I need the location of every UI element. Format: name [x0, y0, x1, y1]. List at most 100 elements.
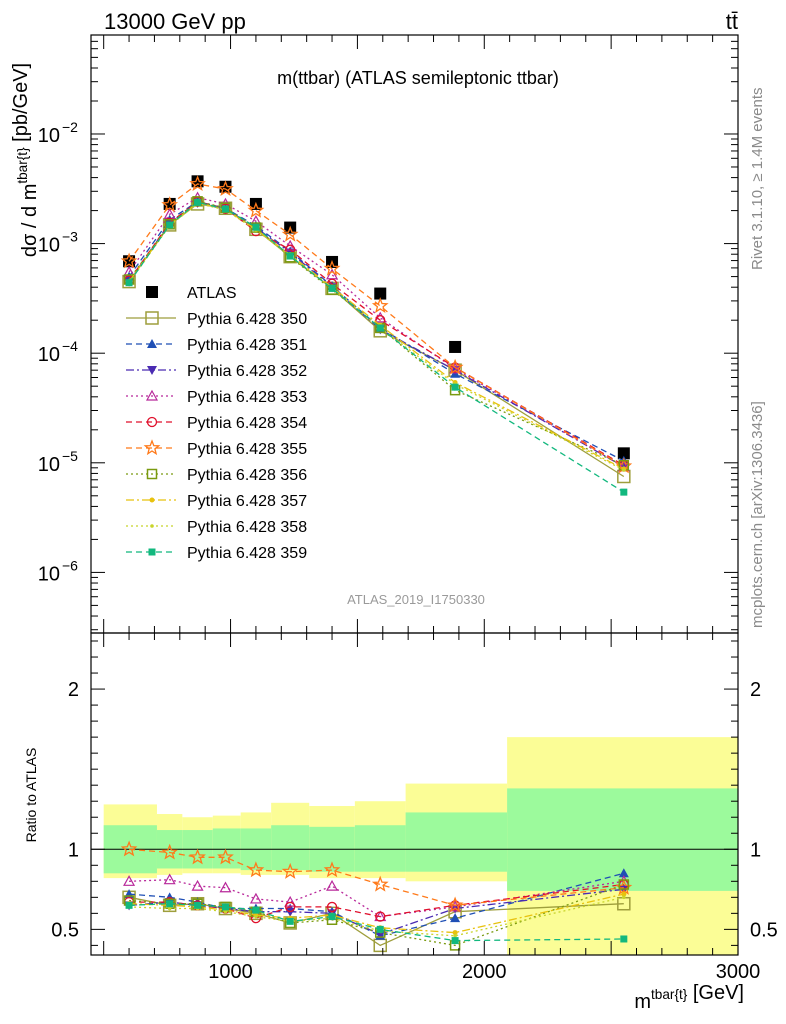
y-tick-label: 1	[68, 839, 79, 861]
ratio-point	[618, 879, 630, 890]
ratio-point	[249, 892, 262, 904]
legend-marker	[145, 389, 159, 401]
ratio-point	[375, 911, 386, 922]
x-axis-title: mtbar{t} [GeV]	[634, 982, 744, 1013]
ratio-point	[618, 868, 629, 878]
ratio-point	[189, 848, 206, 865]
legend-entry: Pythia 6.428 357	[126, 493, 307, 510]
mcplots-source-label: mcplots.cern.ch [arXiv:1306.3436]	[749, 401, 766, 628]
y-tick-label: 10	[38, 563, 60, 585]
legend-marker	[145, 311, 159, 325]
y-tick-label-right: 1	[750, 839, 761, 861]
ratio-line	[129, 896, 624, 937]
data-point	[617, 447, 630, 460]
collision-label: 13000 GeV pp	[104, 9, 246, 34]
ratio-point	[123, 875, 136, 886]
legend-label: ATLAS	[187, 285, 237, 302]
ratio-point	[622, 895, 626, 900]
legend-entry: Pythia 6.428 352	[126, 363, 307, 380]
y-tick-label-right: 2	[750, 679, 761, 701]
data-point	[449, 340, 462, 353]
ratio-point	[371, 875, 389, 892]
data-point	[374, 311, 387, 323]
legend-label: Pythia 6.428 355	[187, 441, 307, 458]
legend-entry: Pythia 6.428 356	[126, 467, 307, 484]
legend-label: Pythia 6.428 351	[187, 337, 307, 354]
ratio-point	[217, 848, 234, 865]
ratio-point	[281, 862, 299, 879]
ratio-line	[129, 903, 624, 942]
y-tick-label-right: 0.5	[750, 919, 778, 941]
data-point	[125, 279, 133, 287]
data-point	[161, 196, 179, 213]
x-tick-label: 3000	[716, 961, 761, 983]
data-point	[323, 259, 341, 276]
upper-panel: 10−210−310−410−510−6 m(ttbar) (ATLAS sem…	[10, 34, 739, 634]
ratio-point	[453, 933, 457, 938]
data-point	[217, 180, 234, 197]
rivet-version-label: Rivet 3.1.10, ≥ 1.4M events	[749, 88, 766, 271]
ratio-point	[284, 895, 297, 907]
legend-marker	[146, 286, 158, 298]
stat-uncertainty-band	[405, 812, 508, 872]
data-point	[446, 358, 464, 375]
ratio-point	[452, 930, 458, 936]
legend-marker	[148, 548, 156, 556]
ratio-point	[620, 935, 628, 943]
ratio-point	[191, 879, 204, 891]
legend-label: Pythia 6.428 352	[187, 363, 307, 380]
upper-series-group	[120, 175, 633, 496]
legend-entry: Pythia 6.428 350	[126, 311, 307, 328]
uncertainty-bands	[91, 737, 738, 955]
ratio-pythia-6-428-359	[125, 900, 628, 945]
data-point	[622, 468, 626, 472]
legend-entry: Pythia 6.428 355	[126, 439, 307, 458]
ratio-point	[326, 901, 338, 913]
legend-entry: Pythia 6.428 354	[126, 415, 307, 432]
data-point	[189, 175, 206, 192]
x-tick-label: 2000	[462, 961, 507, 983]
y-tick-label: 0.5	[51, 919, 79, 941]
ratio-point	[286, 917, 294, 925]
ratio-line	[129, 883, 625, 947]
lower-frame	[90, 632, 739, 956]
data-point	[371, 297, 389, 314]
legend-marker	[150, 524, 154, 528]
series-line	[128, 200, 625, 466]
data-point	[247, 201, 265, 218]
data-point	[120, 252, 138, 269]
data-point	[221, 205, 229, 213]
y-tick-exponent: −5	[62, 448, 78, 464]
y-tick-exponent: −4	[62, 338, 78, 354]
series-line	[128, 200, 625, 466]
y-tick-label: 10	[38, 125, 60, 147]
ratio-point	[221, 903, 229, 911]
y-tick-label: 2	[68, 679, 79, 701]
legend-entry: ATLAS	[146, 285, 237, 302]
series-line	[128, 197, 625, 468]
ratio-line	[129, 872, 624, 937]
legend-entry: Pythia 6.428 353	[126, 389, 307, 406]
legend-label: Pythia 6.428 353	[187, 389, 307, 406]
stat-uncertainty-band	[354, 825, 406, 872]
ratio-point	[247, 861, 265, 878]
legend-label: Pythia 6.428 359	[187, 545, 307, 562]
ratio-point	[446, 896, 464, 913]
data-point	[166, 221, 174, 229]
chart-title: m(ttbar) (ATLAS semileptonic ttbar)	[277, 68, 559, 88]
ratio-point	[219, 881, 232, 893]
stat-uncertainty-band	[212, 828, 241, 869]
legend-marker	[149, 497, 155, 503]
data-point	[252, 223, 260, 231]
legend-marker	[146, 416, 158, 428]
lower-axes: 1000 2000 3000 0.5 0.5 1 1 2 2	[51, 632, 778, 983]
ratio-point	[167, 906, 172, 911]
ratio-point	[163, 873, 176, 885]
legend-label: Pythia 6.428 350	[187, 311, 307, 328]
legend-marker	[147, 339, 157, 348]
data-point	[376, 324, 384, 332]
legend-entry: Pythia 6.428 351	[126, 337, 307, 354]
data-point	[328, 284, 336, 292]
ratio-point	[223, 909, 228, 914]
